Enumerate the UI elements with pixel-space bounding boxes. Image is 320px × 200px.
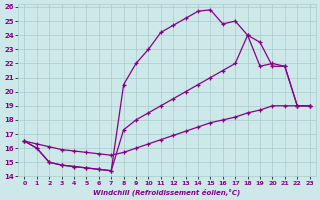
X-axis label: Windchill (Refroidissement éolien,°C): Windchill (Refroidissement éolien,°C) — [93, 188, 241, 196]
